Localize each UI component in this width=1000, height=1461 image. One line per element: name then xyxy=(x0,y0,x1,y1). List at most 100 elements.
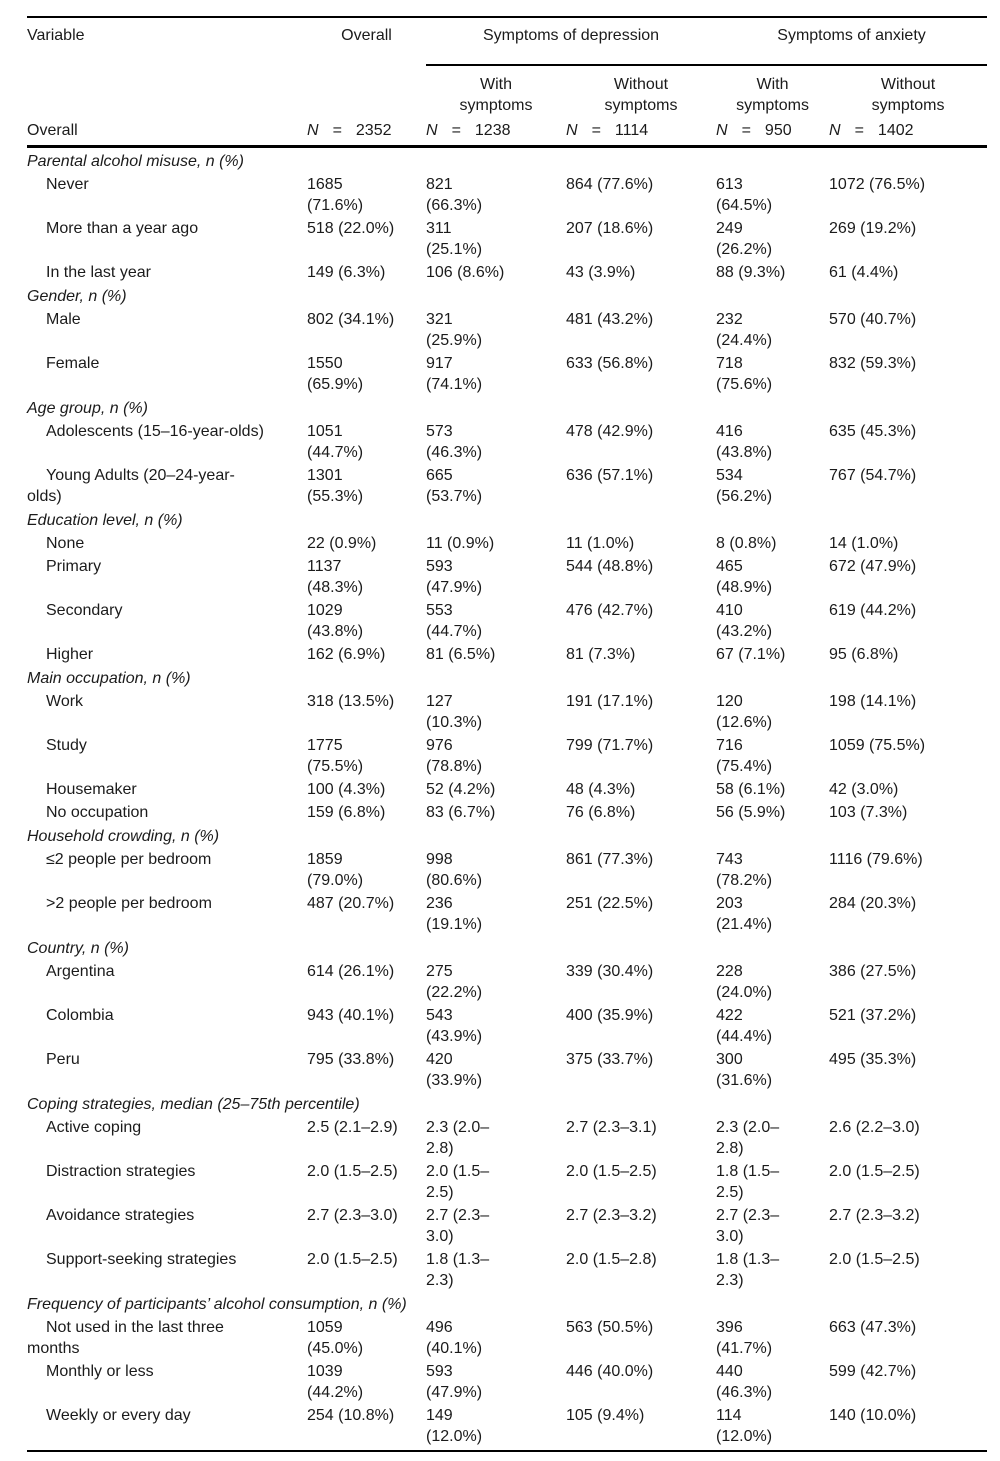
row-label: Active coping xyxy=(46,1119,142,1136)
cell-depression-with: 821 (66.3%) xyxy=(426,176,483,214)
cell-depression-without: 43 (3.9%) xyxy=(566,264,636,281)
row-label: Young Adults (20–24-year- olds) xyxy=(27,467,235,505)
table-row: Primary 1137 (48.3%) 593 (47.9%) 544 (48.8%… xyxy=(27,554,987,598)
row-label: Study xyxy=(46,737,87,754)
cell-anxiety-with: 1.8 (1.5– 2.5) xyxy=(716,1163,780,1201)
cell-depression-without: 191 (17.1%) xyxy=(566,693,654,710)
row-label: Adolescents (15–16-year-olds) xyxy=(46,423,264,440)
cell-anxiety-without: 832 (59.3%) xyxy=(829,355,917,372)
cell-anxiety-with: 56 (5.9%) xyxy=(716,804,786,821)
cell-depression-without: 375 (33.7%) xyxy=(566,1051,654,1068)
row-label: Male xyxy=(46,311,81,328)
cell-overall: 1137 (48.3%) xyxy=(307,558,364,596)
cell-depression-with: 127 (10.3%) xyxy=(426,693,483,731)
table-row: Distraction strategies 2.0 (1.5–2.5) 2.0 (… xyxy=(27,1159,987,1203)
cell-depression-without: 105 (9.4%) xyxy=(566,1407,645,1424)
cell-depression-without: 81 (7.3%) xyxy=(566,646,636,663)
cell-anxiety-without: 767 (54.7%) xyxy=(829,467,917,484)
header-row-groups: Variable Overall Symptoms of depression … xyxy=(27,17,988,66)
col-header-anxiety-without: Without symptoms xyxy=(871,76,945,114)
col-header-variable: Variable xyxy=(27,27,85,44)
cell-anxiety-without: 2.0 (1.5–2.5) xyxy=(829,1163,920,1180)
cell-anxiety-without: 2.0 (1.5–2.5) xyxy=(829,1251,920,1268)
n-cell-anxiety-without: N = 1402 xyxy=(829,118,988,148)
cell-depression-with: 81 (6.5%) xyxy=(426,646,496,663)
cell-anxiety-without: 61 (4.4%) xyxy=(829,264,899,281)
cell-depression-without: 478 (42.9%) xyxy=(566,423,654,440)
cell-depression-with: 593 (47.9%) xyxy=(426,1363,483,1401)
cell-overall: 254 (10.8%) xyxy=(307,1407,395,1424)
cell-anxiety-without: 2.6 (2.2–3.0) xyxy=(829,1119,920,1136)
equals-sign: = xyxy=(854,122,864,139)
cell-depression-with: 573 (46.3%) xyxy=(426,423,483,461)
table-row: ≤2 people per bedroom 1859 (79.0%) 998 (80… xyxy=(27,847,987,891)
section-header-row: Parental alcohol misuse, n (%) xyxy=(27,147,987,173)
n-value-overall: 2352 xyxy=(355,122,392,139)
section-header-row: Coping strategies, median (25–75th perce… xyxy=(27,1091,987,1115)
table-row: Study 1775 (75.5%) 976 (78.8%) 799 (71.7%) 7… xyxy=(27,733,987,777)
col-header-depression-with: With symptoms xyxy=(459,76,533,114)
cell-overall: 614 (26.1%) xyxy=(307,963,395,980)
cell-anxiety-with: 1.8 (1.3– 2.3) xyxy=(716,1251,780,1289)
cell-anxiety-with: 396 (41.7%) xyxy=(716,1319,773,1357)
row-label: Not used in the last three months xyxy=(27,1319,224,1357)
header-row-subgroups: With symptoms Without symptoms With symp… xyxy=(27,65,987,118)
cell-depression-with: 553 (44.7%) xyxy=(426,602,483,640)
section-header: Education level, n (%) xyxy=(27,512,183,529)
cell-overall: 795 (33.8%) xyxy=(307,1051,395,1068)
cell-anxiety-with: 67 (7.1%) xyxy=(716,646,786,663)
cell-anxiety-with: 58 (6.1%) xyxy=(716,781,786,798)
equals-sign: = xyxy=(332,122,342,139)
section-header-row: Education level, n (%) xyxy=(27,507,987,531)
cell-overall: 943 (40.1%) xyxy=(307,1007,395,1024)
cell-anxiety-without: 42 (3.0%) xyxy=(829,781,899,798)
row-label: None xyxy=(46,535,85,552)
spacer-cell xyxy=(27,65,307,118)
cell-overall: 802 (34.1%) xyxy=(307,311,395,328)
cell-anxiety-without: 599 (42.7%) xyxy=(829,1363,917,1380)
cell-depression-without: 864 (77.6%) xyxy=(566,176,654,193)
table-row: Active coping 2.5 (2.1–2.9) 2.3 (2.0– 2.8)… xyxy=(27,1115,987,1159)
cell-anxiety-with: 613 (64.5%) xyxy=(716,176,773,214)
cell-overall: 159 (6.8%) xyxy=(307,804,386,821)
cell-overall: 1775 (75.5%) xyxy=(307,737,364,775)
cell-anxiety-with: 534 (56.2%) xyxy=(716,467,773,505)
equals-sign: = xyxy=(591,122,601,139)
cell-depression-with: 1.8 (1.3– 2.3) xyxy=(426,1251,490,1289)
cell-overall: 2.0 (1.5–2.5) xyxy=(307,1251,398,1268)
cell-anxiety-without: 663 (47.3%) xyxy=(829,1319,917,1336)
n-cell-overall: N = 2352 xyxy=(307,118,426,148)
cell-anxiety-without: 495 (35.3%) xyxy=(829,1051,917,1068)
row-label: Housemaker xyxy=(46,781,137,798)
cell-overall: 2.0 (1.5–2.5) xyxy=(307,1163,398,1180)
cell-anxiety-with: 232 (24.4%) xyxy=(716,311,773,349)
table-row: No occupation 159 (6.8%) 83 (6.7%) 76 (6.8%… xyxy=(27,800,987,823)
section-header-row: Country, n (%) xyxy=(27,935,987,959)
table-body: Parental alcohol misuse, n (%) Never 1685 … xyxy=(27,147,987,1452)
section-header: Household crowding, n (%) xyxy=(27,828,220,845)
equals-sign: = xyxy=(741,122,751,139)
cell-anxiety-with: 465 (48.9%) xyxy=(716,558,773,596)
cell-overall: 1059 (45.0%) xyxy=(307,1319,364,1357)
row-label: Distraction strategies xyxy=(46,1163,196,1180)
row-label: Never xyxy=(46,176,89,193)
row-label: Argentina xyxy=(46,963,115,980)
cell-anxiety-with: 743 (78.2%) xyxy=(716,851,773,889)
row-label: Monthly or less xyxy=(46,1363,154,1380)
cell-depression-without: 799 (71.7%) xyxy=(566,737,654,754)
cell-anxiety-with: 416 (43.8%) xyxy=(716,423,773,461)
equals-sign: = xyxy=(451,122,461,139)
cell-overall: 2.7 (2.3–3.0) xyxy=(307,1207,398,1224)
cell-depression-without: 76 (6.8%) xyxy=(566,804,636,821)
table-row: Work 318 (13.5%) 127 (10.3%) 191 (17.1%) 120… xyxy=(27,689,987,733)
table-row: Housemaker 100 (4.3%) 52 (4.2%) 48 (4.3%) 58… xyxy=(27,777,987,800)
cell-depression-with: 998 (80.6%) xyxy=(426,851,483,889)
table-row: Peru 795 (33.8%) 420 (33.9%) 375 (33.7%) 300… xyxy=(27,1047,987,1091)
cell-overall: 1301 (55.3%) xyxy=(307,467,364,505)
cell-overall: 22 (0.9%) xyxy=(307,535,377,552)
section-header: Parental alcohol misuse, n (%) xyxy=(27,153,244,170)
cell-depression-without: 2.7 (2.3–3.1) xyxy=(566,1119,657,1136)
cell-anxiety-without: 198 (14.1%) xyxy=(829,693,917,710)
cell-anxiety-without: 672 (47.9%) xyxy=(829,558,917,575)
